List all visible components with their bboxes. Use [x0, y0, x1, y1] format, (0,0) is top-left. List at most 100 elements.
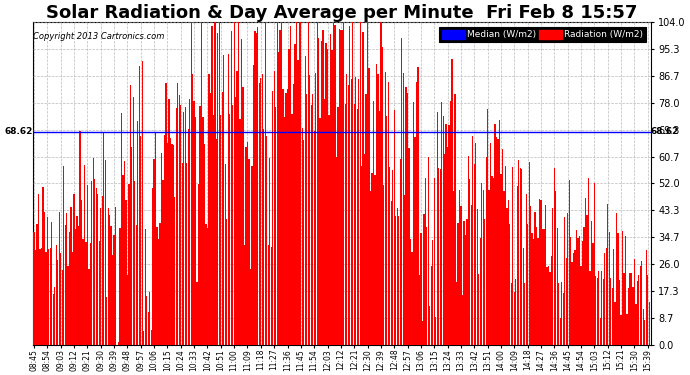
- Bar: [379, 111, 380, 345]
- Bar: [364, 154, 365, 345]
- Bar: [319, 118, 321, 345]
- Bar: [570, 237, 571, 345]
- Bar: [131, 147, 132, 345]
- Bar: [629, 273, 631, 345]
- Bar: [482, 190, 484, 345]
- Legend: Median (W/m2), Radiation (W/m2): Median (W/m2), Radiation (W/m2): [440, 27, 646, 42]
- Bar: [469, 180, 471, 345]
- Bar: [315, 73, 316, 345]
- Bar: [611, 288, 613, 345]
- Bar: [119, 228, 121, 345]
- Bar: [72, 252, 73, 345]
- Bar: [92, 158, 94, 345]
- Bar: [505, 166, 506, 345]
- Bar: [78, 226, 79, 345]
- Bar: [597, 278, 598, 345]
- Bar: [571, 262, 573, 345]
- Bar: [348, 85, 349, 345]
- Bar: [362, 32, 364, 345]
- Bar: [204, 144, 205, 345]
- Bar: [422, 321, 423, 345]
- Bar: [48, 249, 50, 345]
- Bar: [112, 255, 113, 345]
- Bar: [237, 71, 238, 345]
- Bar: [308, 22, 309, 345]
- Bar: [214, 22, 215, 345]
- Bar: [401, 38, 402, 345]
- Bar: [420, 233, 422, 345]
- Bar: [609, 232, 610, 345]
- Bar: [59, 212, 60, 345]
- Bar: [210, 93, 211, 345]
- Title: Solar Radiation & Day Average per Minute  Fri Feb 8 15:57: Solar Radiation & Day Average per Minute…: [46, 4, 638, 22]
- Bar: [54, 286, 55, 345]
- Bar: [589, 271, 591, 345]
- Bar: [579, 236, 580, 345]
- Bar: [305, 56, 306, 345]
- Bar: [370, 191, 371, 345]
- Bar: [411, 252, 413, 345]
- Bar: [313, 131, 315, 345]
- Bar: [340, 30, 342, 345]
- Bar: [322, 30, 324, 345]
- Bar: [181, 164, 183, 345]
- Bar: [272, 91, 273, 345]
- Bar: [511, 282, 512, 345]
- Bar: [82, 239, 83, 345]
- Bar: [377, 74, 379, 345]
- Bar: [638, 275, 640, 345]
- Bar: [646, 250, 647, 345]
- Bar: [540, 201, 542, 345]
- Bar: [641, 261, 642, 345]
- Bar: [60, 254, 61, 345]
- Bar: [562, 292, 564, 345]
- Bar: [472, 136, 473, 345]
- Bar: [419, 274, 420, 345]
- Bar: [190, 22, 192, 345]
- Bar: [586, 214, 588, 345]
- Bar: [395, 216, 396, 345]
- Bar: [100, 208, 101, 345]
- Bar: [158, 239, 159, 345]
- Bar: [330, 34, 331, 345]
- Bar: [208, 74, 210, 345]
- Bar: [606, 248, 607, 345]
- Bar: [159, 223, 161, 345]
- Bar: [576, 230, 578, 345]
- Bar: [262, 74, 263, 345]
- Bar: [168, 99, 170, 345]
- Bar: [440, 169, 441, 345]
- Bar: [327, 49, 328, 345]
- Bar: [290, 26, 291, 345]
- Bar: [302, 128, 303, 345]
- Bar: [63, 166, 64, 345]
- Text: 68.62: 68.62: [651, 128, 679, 136]
- Bar: [545, 205, 546, 345]
- Bar: [410, 239, 411, 345]
- Bar: [392, 170, 393, 345]
- Bar: [226, 219, 228, 345]
- Bar: [417, 67, 419, 345]
- Bar: [448, 125, 450, 345]
- Bar: [56, 245, 57, 345]
- Bar: [385, 72, 386, 345]
- Bar: [442, 116, 444, 345]
- Bar: [179, 94, 180, 345]
- Bar: [382, 46, 383, 345]
- Bar: [269, 158, 270, 345]
- Bar: [228, 54, 229, 345]
- Bar: [33, 231, 34, 345]
- Bar: [299, 22, 300, 345]
- Bar: [463, 221, 464, 345]
- Bar: [342, 30, 343, 345]
- Bar: [177, 83, 179, 345]
- Bar: [513, 292, 515, 345]
- Bar: [223, 55, 224, 345]
- Bar: [548, 266, 549, 345]
- Bar: [309, 75, 310, 345]
- Bar: [300, 22, 302, 345]
- Bar: [607, 204, 609, 345]
- Bar: [99, 240, 100, 345]
- Bar: [239, 119, 241, 345]
- Bar: [42, 188, 43, 345]
